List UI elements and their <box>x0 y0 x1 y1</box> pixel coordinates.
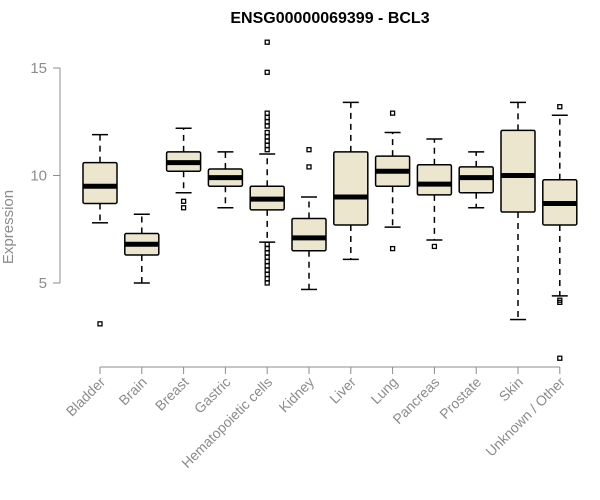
box-group <box>500 101 536 321</box>
outlier-point <box>264 69 270 75</box>
box-group <box>124 213 160 284</box>
outlier-point <box>264 241 270 247</box>
x-tick-label: Prostate <box>436 374 484 422</box>
chart-title: ENSG00000069399 - BCL3 <box>230 10 429 27</box>
outlier-point <box>431 243 438 250</box>
x-tick-label: Lung <box>367 374 400 407</box>
x-tick-label: Skin <box>496 374 527 405</box>
y-axis: 5 10 15 <box>30 60 61 292</box>
outlier-point <box>264 250 270 256</box>
x-tick-label: Breast <box>152 374 192 414</box>
box-group <box>207 151 244 209</box>
outlier-point <box>389 245 396 252</box>
box-plots <box>82 39 578 361</box>
y-axis-label: Expression <box>0 190 17 264</box>
box-group <box>249 39 285 286</box>
outlier-point <box>180 205 187 211</box>
outlier-point <box>264 263 270 269</box>
outlier-point <box>264 147 270 153</box>
outlier-point <box>264 110 270 116</box>
x-tick-label: Brain <box>115 374 149 408</box>
box-iqr <box>500 129 536 213</box>
outlier-point <box>264 245 270 252</box>
outlier-point <box>264 119 270 125</box>
y-tick-label: 5 <box>39 275 47 292</box>
outlier-point <box>557 355 563 361</box>
outlier-point <box>264 129 270 136</box>
outlier-point <box>264 39 270 45</box>
outlier-point <box>264 142 270 149</box>
outlier-point <box>264 134 270 140</box>
outlier-point <box>264 138 270 144</box>
outlier-point <box>557 104 563 110</box>
outlier-point <box>306 147 312 153</box>
box-group <box>82 133 118 327</box>
box-group <box>333 101 369 261</box>
outlier-point <box>264 276 270 282</box>
outlier-point <box>264 267 270 273</box>
box-group <box>291 147 327 291</box>
box-iqr <box>333 151 369 226</box>
x-tick-label: Unknown / Other <box>482 374 568 460</box>
y-tick-label: 15 <box>30 60 47 77</box>
outlier-point <box>264 258 270 265</box>
outlier-point <box>264 123 270 129</box>
box-group <box>374 110 411 252</box>
box-group <box>416 138 453 250</box>
outlier-point <box>264 254 270 260</box>
outlier-point <box>180 198 187 204</box>
box-iqr <box>82 161 118 205</box>
outlier-point <box>557 299 563 306</box>
outlier-point <box>389 110 396 116</box>
outlier-point <box>97 321 103 327</box>
y-tick-label: 10 <box>30 168 47 185</box>
outlier-point <box>264 271 270 278</box>
x-tick-label: Bladder <box>63 374 109 420</box>
x-tick-label: Kidney <box>276 374 318 416</box>
box-iqr <box>291 217 327 252</box>
box-group <box>458 151 494 209</box>
box-iqr <box>416 164 453 196</box>
box-group <box>542 104 578 361</box>
box-group <box>165 127 202 211</box>
outlier-point <box>306 164 312 170</box>
outlier-point <box>264 114 270 121</box>
x-tick-label: Liver <box>326 374 359 407</box>
outlier-point <box>264 280 270 286</box>
